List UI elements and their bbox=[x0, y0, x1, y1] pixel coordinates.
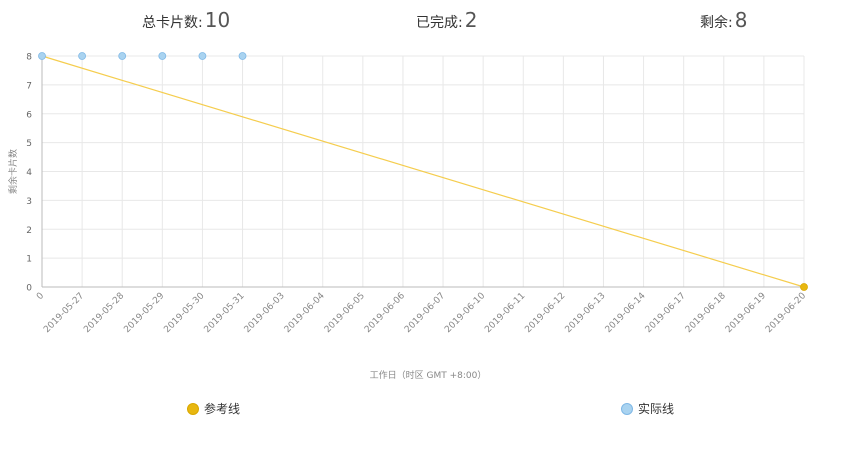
remaining-label: 剩余: bbox=[700, 15, 733, 31]
x-tick-label: 2019-06-04 bbox=[283, 291, 327, 335]
x-tick-label: 2019-06-17 bbox=[644, 291, 688, 335]
x-tick-label: 2019-06-10 bbox=[443, 291, 487, 335]
reference-end-point bbox=[800, 283, 808, 291]
y-tick-label: 4 bbox=[26, 168, 32, 178]
actual-point bbox=[38, 52, 46, 60]
x-tick-label: 2019-06-19 bbox=[724, 291, 768, 335]
total-cards-value: 10 bbox=[204, 8, 231, 32]
actual-point bbox=[198, 52, 207, 60]
actual-legend-label: 实际线 bbox=[638, 402, 675, 416]
x-axis-title: 工作日（时区 GMT +8:00） bbox=[370, 369, 487, 381]
x-tick-label: 2019-05-29 bbox=[122, 291, 166, 335]
y-tick-label: 1 bbox=[26, 255, 32, 265]
actual-point bbox=[238, 52, 247, 60]
x-tick-label: 2019-06-03 bbox=[243, 291, 287, 335]
x-tick-label: 2019-05-27 bbox=[42, 291, 86, 335]
completed-stat: 已完成: 2 bbox=[416, 8, 477, 32]
legend-actual[interactable]: 实际线 bbox=[621, 400, 674, 417]
y-tick-label: 6 bbox=[26, 110, 32, 120]
actual-legend-icon bbox=[621, 402, 633, 415]
x-tick-label: 2019-05-28 bbox=[82, 291, 126, 335]
x-tick-label: 2019-06-07 bbox=[403, 291, 447, 335]
y-tick-label: 2 bbox=[26, 226, 32, 236]
x-tick-label: 2019-06-12 bbox=[523, 291, 567, 335]
x-tick-label: 0 bbox=[35, 291, 46, 302]
remaining-value: 8 bbox=[734, 8, 748, 32]
y-tick-label: 8 bbox=[26, 53, 32, 63]
completed-value: 2 bbox=[464, 8, 478, 32]
x-tick-label: 2019-06-14 bbox=[604, 291, 648, 335]
remaining-stat: 剩余: 8 bbox=[700, 8, 747, 32]
x-tick-label: 2019-06-20 bbox=[764, 291, 808, 335]
completed-label: 已完成: bbox=[416, 15, 463, 31]
x-tick-label: 2019-06-05 bbox=[323, 291, 367, 335]
y-tick-label: 0 bbox=[26, 284, 32, 294]
y-tick-label: 5 bbox=[26, 139, 32, 149]
y-axis-title: 剩余卡片数 bbox=[7, 149, 19, 194]
x-tick-label: 2019-05-31 bbox=[203, 291, 247, 335]
x-tick-label: 2019-05-30 bbox=[162, 291, 206, 335]
y-tick-label: 3 bbox=[26, 197, 32, 207]
reference-legend-label: 参考线 bbox=[204, 402, 241, 416]
x-tick-label: 2019-06-06 bbox=[363, 291, 407, 335]
x-tick-label: 2019-06-11 bbox=[483, 291, 527, 335]
y-tick-label: 7 bbox=[26, 81, 32, 91]
reference-line bbox=[41, 55, 805, 288]
legend-reference[interactable]: 参考线 bbox=[187, 400, 240, 417]
x-tick-label: 2019-06-13 bbox=[564, 291, 608, 335]
actual-point bbox=[158, 52, 167, 60]
actual-point bbox=[118, 52, 127, 60]
total-cards-stat: 总卡片数: 10 bbox=[142, 8, 230, 32]
x-tick-label: 2019-06-18 bbox=[684, 291, 728, 335]
reference-legend-icon bbox=[187, 402, 199, 415]
total-cards-label: 总卡片数: bbox=[142, 15, 203, 31]
summary-stats: 总卡片数: 10 已完成: 2 剩余: 8 bbox=[0, 8, 854, 38]
actual-point bbox=[78, 52, 87, 60]
